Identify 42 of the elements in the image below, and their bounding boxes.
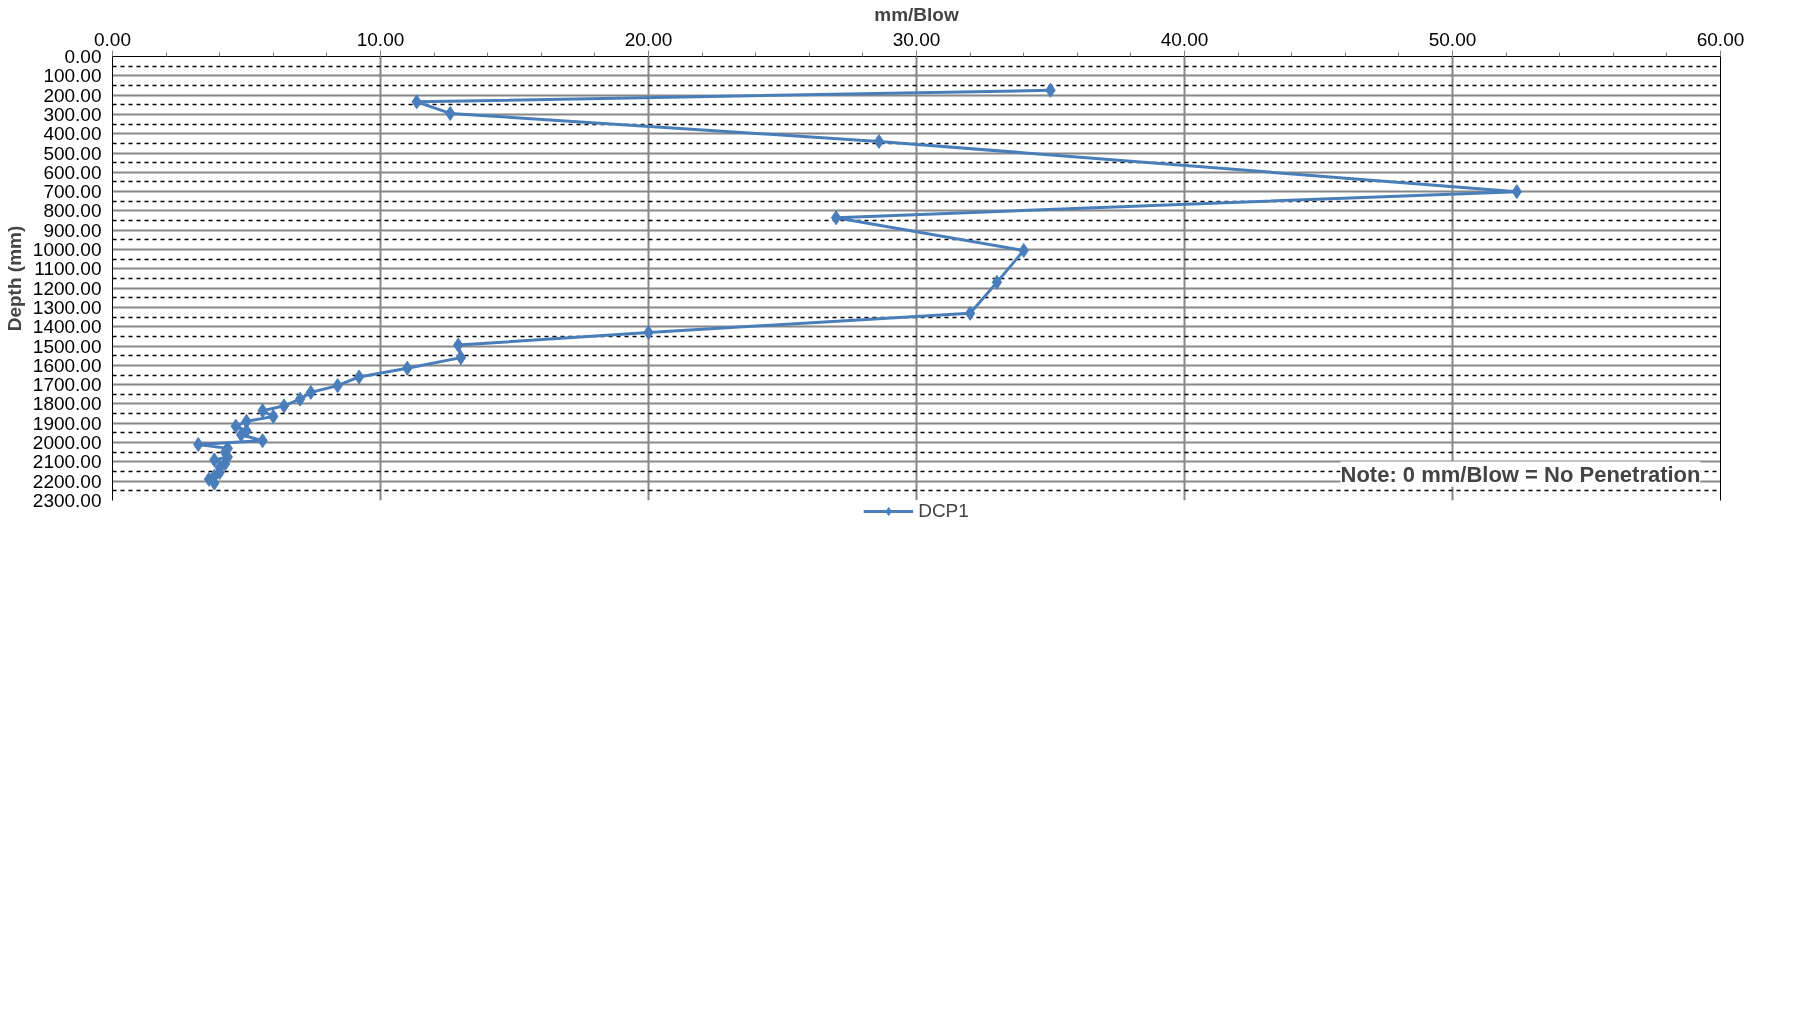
y-tick-label: 1700.00 [32, 374, 102, 396]
x-axis-title: mm/Blow [874, 3, 959, 25]
y-tick-label: 200.00 [43, 84, 102, 106]
x-tick-label: 30.00 [892, 28, 941, 50]
x-tick-label: 10.00 [356, 28, 405, 50]
y-tick-label: 1100.00 [34, 258, 102, 280]
y-axis-title: Depth (mm) [3, 225, 25, 332]
x-tick-label: 60.00 [1696, 28, 1745, 50]
y-tick-label: 2200.00 [32, 470, 102, 492]
y-tick-label: 800.00 [43, 200, 102, 222]
x-tick-label: 40.00 [1160, 28, 1209, 50]
point [830, 210, 842, 226]
point [873, 133, 885, 149]
y-tick-label: 1900.00 [32, 412, 102, 434]
y-tick-label: 100.00 [43, 65, 102, 87]
y-tick-label: 700.00 [43, 181, 102, 203]
y-tick-label: 1300.00 [32, 296, 102, 318]
point [294, 391, 306, 407]
y-tick-label: 2100.00 [32, 451, 102, 473]
point [964, 305, 976, 321]
legend-label: DCP1 [918, 500, 969, 522]
annotation: Note: 0 mm/Blow = No Penetration [1340, 461, 1701, 487]
y-tick-label: 1800.00 [32, 393, 102, 415]
point [455, 350, 467, 366]
y-tick-label: 1200.00 [32, 277, 102, 299]
y-tick-label: 1000.00 [32, 239, 102, 261]
y-tick-label: 1600.00 [32, 354, 102, 376]
x-tick-label: 50.00 [1428, 28, 1477, 50]
point [991, 274, 1003, 290]
y-tick-label: 600.00 [43, 161, 102, 183]
y-tick-label: 900.00 [43, 219, 102, 241]
x-tick-label: 20.00 [624, 28, 673, 50]
y-tick-label: 500.00 [43, 142, 102, 164]
y-tick-label: 400.00 [43, 123, 102, 145]
y-tick-label: 300.00 [43, 103, 102, 125]
y-tick-label: 2000.00 [32, 432, 102, 454]
y-tick-label: 2300.00 [32, 490, 102, 511]
point [235, 427, 247, 443]
point [278, 398, 290, 414]
y-tick-label: 1500.00 [32, 335, 102, 357]
y-tick-label: 1400.00 [32, 316, 102, 338]
point [353, 369, 365, 385]
